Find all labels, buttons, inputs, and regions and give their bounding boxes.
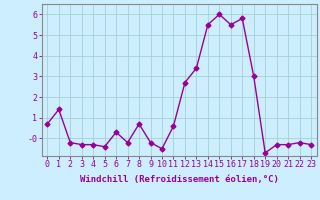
X-axis label: Windchill (Refroidissement éolien,°C): Windchill (Refroidissement éolien,°C)	[80, 175, 279, 184]
